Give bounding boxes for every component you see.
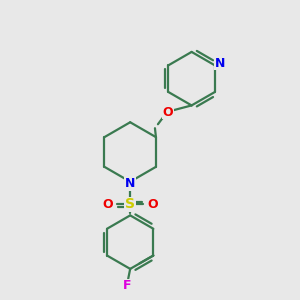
Text: O: O [102, 198, 113, 211]
Text: N: N [125, 177, 135, 190]
Text: N: N [214, 57, 225, 70]
Text: O: O [163, 106, 173, 119]
Text: O: O [148, 198, 158, 211]
Text: S: S [125, 197, 135, 212]
Text: F: F [123, 279, 131, 292]
